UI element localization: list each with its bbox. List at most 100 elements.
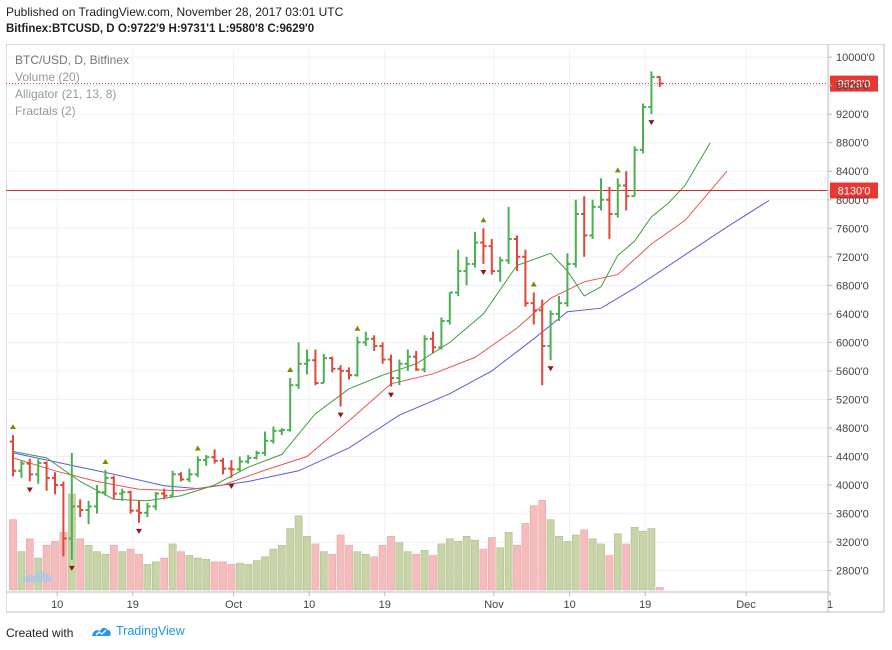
ohlc-bar [564, 253, 571, 307]
volume-bar [294, 515, 303, 591]
volume-bar [126, 548, 135, 591]
tradingview-brand: TradingView [116, 624, 185, 638]
volume-bar [412, 553, 421, 591]
volume-bar [244, 564, 253, 591]
support-label-bg [830, 182, 878, 199]
volume-bar [143, 564, 152, 591]
time-tick-label: Nov [484, 599, 504, 611]
fractal-up-marker [530, 281, 537, 287]
fractal-down-marker [136, 528, 142, 534]
volume-bar [160, 557, 169, 591]
time-tick-label: 19 [127, 599, 139, 611]
ohlc-bar [522, 249, 529, 307]
ohlc-bar [505, 206, 512, 264]
ohlc-bar [35, 459, 42, 484]
legend-volume: Volume (20) [15, 70, 80, 84]
ohlc-bar [77, 499, 84, 518]
time-tick-label: 10 [563, 599, 575, 611]
time-tick-label: 10 [303, 599, 315, 611]
ohlc-bar [639, 103, 647, 154]
volume-bar [109, 544, 118, 591]
volume-bar [370, 556, 379, 591]
time-tick-label: 1 [827, 599, 833, 611]
volume-bar [286, 528, 295, 591]
support-label: 8130'0 [838, 185, 871, 197]
alligator-lips-line [12, 142, 711, 502]
ohlc-bar [471, 231, 479, 268]
ohlc-bar [530, 292, 537, 325]
volume-bar [135, 553, 143, 591]
volume-bar [202, 559, 211, 591]
ohlc-bar [329, 356, 336, 373]
price-tick-label: 4000'0 [836, 480, 869, 492]
volume-bar [521, 523, 530, 591]
price-tick-label: 3600'0 [836, 509, 869, 521]
volume-bar [193, 557, 202, 591]
ohlc-bar [270, 426, 277, 444]
ohlc-bar [455, 249, 462, 297]
ohlc-bar [379, 342, 386, 364]
ohlc-bar [203, 455, 210, 466]
ohlc-bar [371, 335, 378, 351]
ohlc-bar [228, 460, 235, 478]
ohlc-bar [438, 317, 445, 350]
volume-bar [529, 505, 538, 591]
ohlc-bar [43, 461, 50, 491]
fractal-markers [10, 120, 655, 571]
ohlc-bar [85, 500, 92, 525]
ohlc-bar [60, 481, 67, 557]
volume-bar [588, 538, 597, 591]
volume-bar [655, 587, 664, 591]
volume-bar [269, 548, 278, 591]
ohlc-bars [9, 71, 663, 560]
volume-bar [118, 551, 127, 591]
ohlc-bar [194, 456, 201, 478]
ohlc-bar [480, 228, 487, 264]
ohlc-bar [497, 256, 504, 282]
ohlc-bar [295, 342, 302, 389]
time-tick-label: 10 [51, 599, 63, 611]
volume-bar [17, 551, 26, 591]
ohlc-bar [303, 349, 311, 375]
price-axis[interactable]: 2800'0 3200'0 3600'0 4000'0 4400'0 4800'0 5200… [827, 44, 875, 612]
horizontal-lines: 8130'0 9629'0 [6, 75, 878, 199]
volume-bar [429, 555, 437, 591]
tradingview-link[interactable]: TradingView [90, 624, 185, 638]
ohlc-bar [539, 299, 546, 386]
chart-frame [6, 44, 885, 613]
time-tick-label: 19 [639, 599, 651, 611]
time-axis[interactable]: 10 19 Oct 10 19 Nov 10 19 Dec 1 [6, 591, 833, 611]
ohlc-bar [135, 500, 143, 523]
ohlc-bar [513, 235, 521, 272]
volume-bar [555, 535, 563, 591]
fractal-up-marker [102, 459, 109, 465]
volume-bar [479, 548, 488, 591]
volume-bar [51, 541, 59, 591]
volume-bar [151, 561, 160, 591]
ohlc-bar [312, 349, 319, 386]
ohlc-bar [169, 470, 176, 497]
volume-bar [563, 541, 572, 591]
price-tick-label: 3200'0 [836, 537, 869, 549]
ohlc-bar [177, 472, 185, 482]
volume-bar [328, 553, 337, 591]
ohlc-values: O:9722'9 H:9731'1 L:9580'8 C:9629'0 [117, 23, 315, 35]
fractal-down-marker [26, 487, 33, 493]
tradingview-watermark-icon [22, 571, 53, 582]
volume-bar [630, 527, 639, 591]
ohlc-bar [51, 472, 59, 495]
price-chart[interactable]: 8130'0 9629'0 2800'0 3200'0 3600'0 4000'0 440… [6, 44, 888, 616]
volume-bar [639, 530, 647, 591]
volume-bar [387, 535, 395, 591]
ohlc-bar [572, 199, 579, 268]
volume-bar [93, 551, 101, 591]
ohlc-bar [102, 470, 109, 496]
ohlc-bar [18, 460, 25, 478]
volume-bar [437, 543, 446, 591]
volume-bar [580, 529, 589, 591]
volume-bar [445, 538, 454, 591]
last-price-label: 9629'0 [838, 79, 871, 91]
price-tick-label: 8800'0 [836, 138, 869, 150]
ohlc-bar [446, 291, 453, 325]
fractal-up-marker [194, 445, 201, 451]
